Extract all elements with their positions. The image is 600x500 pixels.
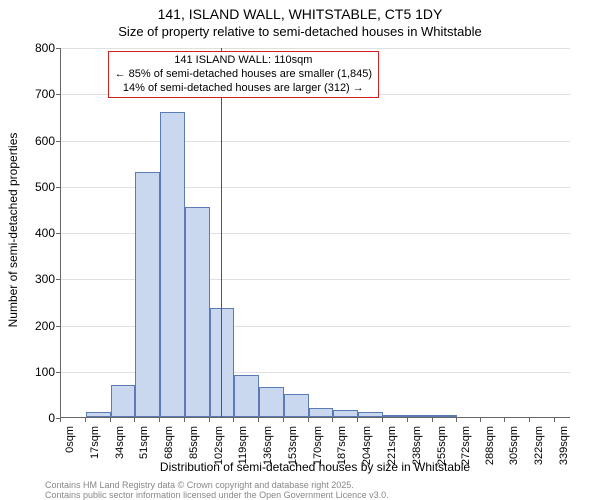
x-tick	[480, 418, 481, 422]
histogram-bar	[86, 412, 111, 417]
y-tick-label: 300	[15, 272, 55, 286]
y-tick-label: 800	[15, 41, 55, 55]
x-tick-label: 339sqm	[558, 426, 570, 476]
chart-title-line2: Size of property relative to semi-detach…	[0, 24, 600, 39]
histogram-bar	[160, 112, 185, 417]
y-tick-label: 100	[15, 365, 55, 379]
histogram-bar	[433, 415, 458, 417]
x-tick-label: 102sqm	[213, 426, 225, 476]
gridline	[61, 141, 570, 142]
x-tick	[357, 418, 358, 422]
reference-line	[221, 48, 222, 417]
y-tick	[56, 326, 60, 327]
x-tick-label: 51sqm	[138, 426, 150, 476]
x-tick	[432, 418, 433, 422]
x-tick	[258, 418, 259, 422]
histogram-bar	[358, 412, 383, 417]
annotation-line3: 14% of semi-detached houses are larger (…	[115, 82, 372, 96]
x-tick	[382, 418, 383, 422]
annotation-line2: ← 85% of semi-detached houses are smalle…	[115, 68, 372, 82]
y-tick	[56, 372, 60, 373]
y-tick-label: 0	[15, 411, 55, 425]
x-tick-label: 238sqm	[411, 426, 423, 476]
x-tick-label: 204sqm	[361, 426, 373, 476]
histogram-bar	[135, 172, 160, 417]
x-tick	[283, 418, 284, 422]
histogram-bar	[284, 394, 309, 417]
x-tick	[209, 418, 210, 422]
x-tick-label: 68sqm	[163, 426, 175, 476]
histogram-bar	[111, 385, 136, 417]
x-tick-label: 272sqm	[460, 426, 472, 476]
plot-area: 141 ISLAND WALL: 110sqm ← 85% of semi-de…	[60, 48, 570, 418]
x-tick	[456, 418, 457, 422]
y-tick	[56, 48, 60, 49]
x-tick-label: 170sqm	[312, 426, 324, 476]
x-tick	[308, 418, 309, 422]
y-tick-label: 600	[15, 134, 55, 148]
histogram-bar	[309, 408, 334, 417]
annotation-line1: 141 ISLAND WALL: 110sqm	[115, 54, 372, 68]
x-tick	[134, 418, 135, 422]
x-tick	[504, 418, 505, 422]
histogram-bar	[333, 410, 358, 417]
x-tick-label: 119sqm	[237, 426, 249, 476]
histogram-bar	[408, 415, 433, 417]
footer-line2: Contains public sector information licen…	[45, 490, 389, 500]
x-tick-label: 288sqm	[484, 426, 496, 476]
x-tick-label: 153sqm	[287, 426, 299, 476]
x-tick	[159, 418, 160, 422]
x-tick	[184, 418, 185, 422]
x-tick-label: 0sqm	[64, 426, 76, 476]
y-tick	[56, 187, 60, 188]
x-tick	[233, 418, 234, 422]
x-tick-label: 187sqm	[336, 426, 348, 476]
x-tick	[554, 418, 555, 422]
x-tick-label: 136sqm	[262, 426, 274, 476]
x-tick	[110, 418, 111, 422]
y-tick	[56, 141, 60, 142]
gridline	[61, 48, 570, 49]
x-tick-label: 255sqm	[436, 426, 448, 476]
histogram-bar	[185, 207, 210, 417]
x-tick	[529, 418, 530, 422]
y-tick-label: 700	[15, 87, 55, 101]
x-tick	[60, 418, 61, 422]
x-tick	[407, 418, 408, 422]
annotation-box: 141 ISLAND WALL: 110sqm ← 85% of semi-de…	[108, 51, 379, 98]
x-tick-label: 34sqm	[114, 426, 126, 476]
y-tick	[56, 94, 60, 95]
x-tick-label: 17sqm	[89, 426, 101, 476]
y-tick-label: 500	[15, 180, 55, 194]
y-tick	[56, 279, 60, 280]
x-tick-label: 305sqm	[508, 426, 520, 476]
y-tick	[56, 233, 60, 234]
footer-line1: Contains HM Land Registry data © Crown c…	[45, 480, 354, 490]
x-tick-label: 322sqm	[533, 426, 545, 476]
chart-title-line1: 141, ISLAND WALL, WHITSTABLE, CT5 1DY	[0, 6, 600, 22]
histogram-bar	[259, 387, 284, 417]
histogram-bar	[383, 415, 408, 417]
histogram-chart: 141, ISLAND WALL, WHITSTABLE, CT5 1DY Si…	[0, 0, 600, 500]
x-tick	[332, 418, 333, 422]
histogram-bar	[234, 375, 259, 417]
x-tick	[85, 418, 86, 422]
x-tick-label: 85sqm	[188, 426, 200, 476]
y-tick-label: 200	[15, 319, 55, 333]
y-tick-label: 400	[15, 226, 55, 240]
x-tick-label: 221sqm	[386, 426, 398, 476]
